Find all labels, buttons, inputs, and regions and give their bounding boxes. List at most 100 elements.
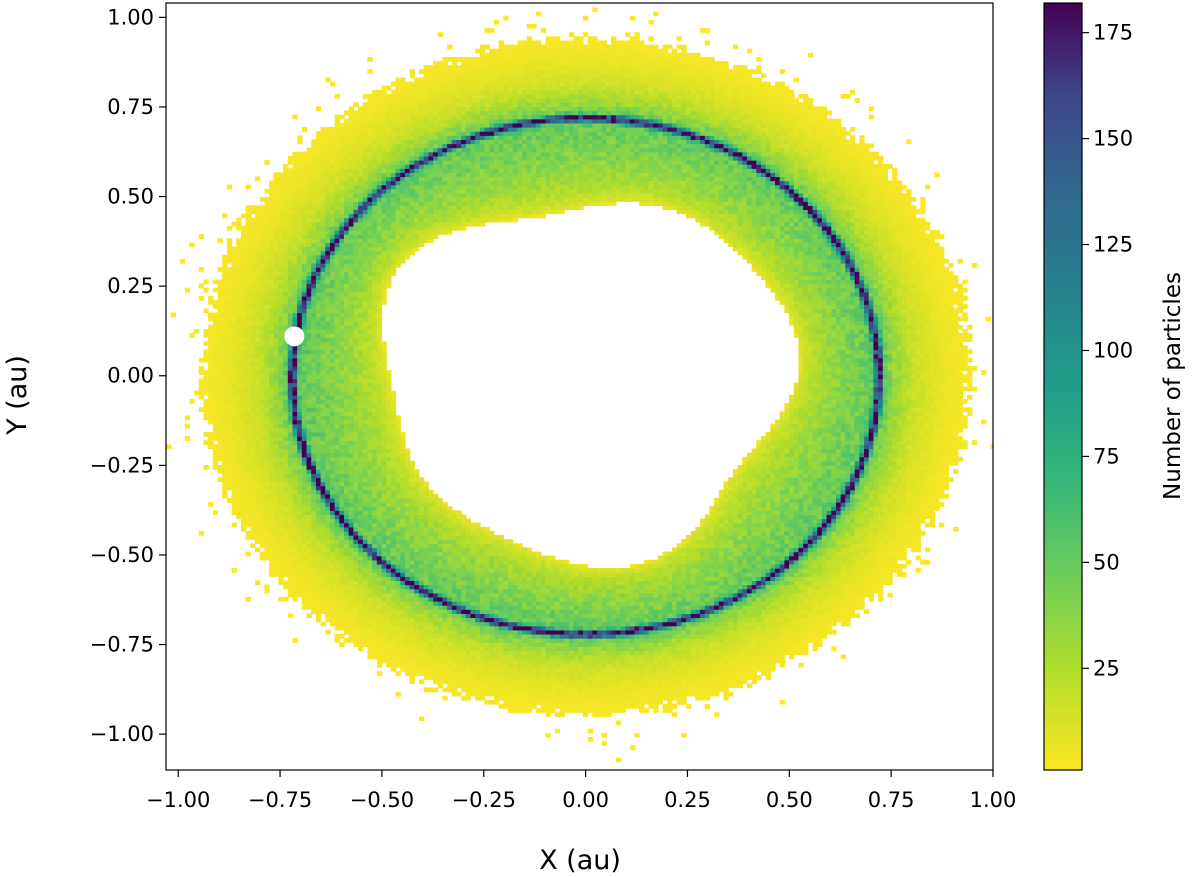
heatmap-bin [376,304,383,309]
heatmap-bin [372,530,378,536]
heatmap-bin [306,341,312,347]
heatmap-bin [301,300,308,305]
heatmap-bin [311,267,317,272]
heatmap-bin [400,155,406,161]
heatmap-bin [306,370,312,375]
heatmap-bin [348,399,354,404]
heatmap-bin [367,605,373,610]
heatmap-bin [362,555,369,561]
heatmap-bin [339,341,345,347]
heatmap-bin [222,432,228,437]
heatmap-bin [353,176,359,182]
heatmap-bin [400,530,406,536]
heatmap-bin [297,176,303,182]
heatmap-bin [269,394,275,400]
heatmap-bin [414,221,420,227]
heatmap-bin [264,390,270,396]
heatmap-bin [376,201,383,206]
heatmap-bin [203,411,209,417]
heatmap-bin [400,506,406,511]
heatmap-bin [381,151,387,157]
heatmap-bin [372,551,378,557]
heatmap-bin [297,399,303,404]
heatmap-bin [315,522,322,528]
heatmap-bin [334,399,340,404]
heatmap-bin [292,155,298,161]
heatmap-bin [217,357,223,363]
heatmap-bin [264,300,270,305]
heatmap-bin [395,102,401,107]
heatmap-bin [400,559,406,565]
heatmap-bin [273,275,280,281]
heatmap-bin [367,638,373,643]
heatmap-bin [353,592,359,598]
heatmap-bin [381,345,387,351]
heatmap-bin [348,394,354,400]
heatmap-bin [367,213,373,219]
heatmap-bin [240,440,247,445]
heatmap-bin [329,143,336,149]
heatmap-bin [390,98,397,103]
heatmap-bin [329,127,336,132]
heatmap-bin [386,493,392,499]
heatmap-bin [301,324,308,330]
heatmap-bin [339,481,345,487]
heatmap-bin [358,308,364,314]
heatmap-bin [334,197,340,202]
heatmap-bin [409,197,415,202]
heatmap-bin [255,473,261,478]
heatmap-bin [395,510,401,516]
heatmap-bin [240,403,247,408]
heatmap-bin [400,625,406,631]
heatmap-bin [339,324,345,330]
heatmap-bin [372,287,378,293]
heatmap-bin [259,287,265,293]
heatmap-bin [329,535,336,540]
heatmap-bin [358,407,364,413]
heatmap-bin [423,230,429,235]
heatmap-bin [222,296,228,301]
heatmap-bin [334,188,340,194]
heatmap-bin [428,94,434,99]
heatmap-bin [362,411,369,417]
heatmap-bin [273,419,280,425]
heatmap-bin [255,267,261,272]
heatmap-bin [301,283,308,289]
heatmap-bin [320,601,326,606]
heatmap-bin [409,159,415,165]
heatmap-bin [423,159,429,165]
heatmap-bin [325,473,331,478]
heatmap-bin [381,551,387,557]
heatmap-bin [339,522,345,528]
heatmap-bin [423,143,429,149]
heatmap-bin [381,279,387,285]
heatmap-bin [325,209,331,215]
heatmap-bin [334,419,340,425]
heatmap-bin [372,403,378,408]
heatmap-bin [348,217,354,223]
heatmap-bin [353,568,359,573]
heatmap-bin [344,155,350,161]
heatmap-bin [297,460,303,466]
heatmap-bin [325,328,331,334]
heatmap-bin [339,131,345,136]
heatmap-bin [423,539,429,544]
heatmap-bin [409,209,415,215]
heatmap-bin [269,234,275,239]
heatmap-bin [372,394,378,400]
heatmap-bin [320,382,326,388]
heatmap-bin [381,353,387,359]
heatmap-bin [344,263,350,268]
heatmap-bin [315,304,322,309]
heatmap-bin [362,448,369,454]
heatmap-bin [226,275,233,281]
heatmap-bin [353,242,359,248]
heatmap-bin [386,419,392,425]
heatmap-bin [404,568,411,573]
heatmap-bin [311,452,317,458]
heatmap-bin [358,625,364,631]
heatmap-bin [339,308,345,314]
heatmap-bin [222,366,228,371]
heatmap-bin [273,267,280,272]
heatmap-bin [344,230,350,235]
